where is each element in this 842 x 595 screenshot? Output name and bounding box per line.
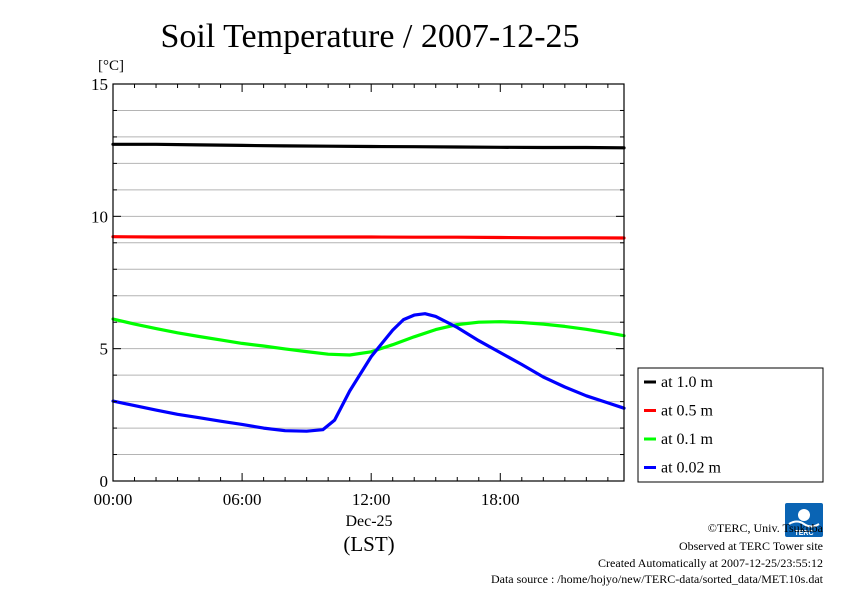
series-lines xyxy=(111,142,626,433)
x-tick-label: 18:00 xyxy=(481,490,520,509)
wave-icon xyxy=(788,520,820,528)
plot-area-frame xyxy=(112,83,625,482)
x-tick-label: 00:00 xyxy=(94,490,133,509)
y-tick-label: 0 xyxy=(100,472,109,491)
series-line-2 xyxy=(111,235,626,240)
footer-source: Data source : /home/hojyo/new/TERC-data/… xyxy=(491,572,824,586)
y-axis-ticks: 0 5 10 15 xyxy=(91,75,624,491)
y-unit-label: [°C] xyxy=(98,58,124,74)
chart-title: Soil Temperature / 2007-12-25 xyxy=(160,18,579,55)
legend-label: at 1.0 m xyxy=(661,374,714,391)
x-tick-label: 06:00 xyxy=(223,490,262,509)
series-line-3 xyxy=(111,317,626,357)
logo-text: TERC xyxy=(794,530,813,537)
terc-logo: TERC xyxy=(785,503,823,537)
x-axis-timezone-label: (LST) xyxy=(343,532,394,556)
y-tick-label: 5 xyxy=(100,340,109,359)
footer-copyright: ©TERC, Univ. Tsukuba xyxy=(708,521,824,535)
legend-label: at 0.5 m xyxy=(661,403,714,420)
series-line-4 xyxy=(111,312,626,433)
legend-label: at 0.02 m xyxy=(661,460,722,477)
y-tick-label: 10 xyxy=(91,207,108,226)
grid-lines xyxy=(113,109,624,456)
legend: at 1.0 m at 0.5 m at 0.1 m at 0.02 m xyxy=(637,367,824,483)
y-tick-label: 15 xyxy=(91,75,108,94)
droplet-icon xyxy=(798,509,810,521)
legend-box xyxy=(637,367,824,483)
legend-label: at 0.1 m xyxy=(661,431,714,448)
series-line-1 xyxy=(111,142,626,150)
footer-site: Observed at TERC Tower site xyxy=(679,539,823,553)
x-axis-date-label: Dec-25 xyxy=(345,513,392,530)
footer-created: Created Automatically at 2007-12-25/23:5… xyxy=(598,556,823,570)
x-tick-label: 12:00 xyxy=(352,490,391,509)
x-axis-ticks: 00:00 06:00 12:00 18:00 xyxy=(94,84,609,509)
